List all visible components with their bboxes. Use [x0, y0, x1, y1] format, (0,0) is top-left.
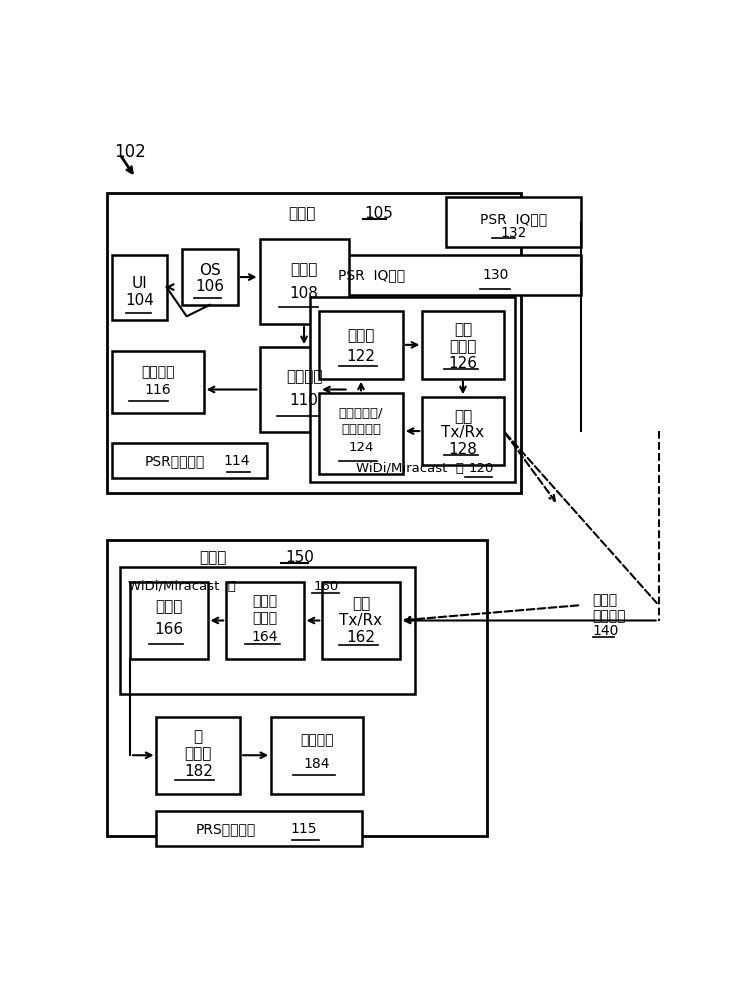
Text: 116: 116 [145, 383, 172, 397]
Text: 源设备: 源设备 [288, 206, 316, 221]
Text: 140: 140 [593, 624, 619, 638]
Text: PSR控制模块: PSR控制模块 [144, 454, 204, 468]
Text: 解码器: 解码器 [155, 599, 183, 614]
Text: 120: 120 [469, 462, 494, 475]
Text: WiDi/Miracast  栈: WiDi/Miracast 栈 [128, 580, 236, 593]
Bar [319, 393, 403, 474]
Bar [226, 582, 304, 659]
Text: 132: 132 [500, 226, 527, 240]
Bar [259, 239, 348, 324]
Text: 182: 182 [184, 764, 212, 779]
Text: 编码器: 编码器 [347, 328, 374, 343]
Text: 显示面板: 显示面板 [300, 734, 334, 748]
Text: 104: 104 [125, 293, 154, 308]
Text: 150: 150 [285, 550, 314, 565]
Text: 显示面板: 显示面板 [141, 365, 175, 379]
Text: 102: 102 [114, 143, 146, 161]
Text: 115: 115 [291, 822, 317, 836]
Text: UI: UI [132, 276, 147, 291]
Bar [422, 397, 504, 465]
Bar [112, 443, 267, 478]
Bar [130, 582, 207, 659]
Text: 128: 128 [449, 442, 477, 457]
Bar [310, 255, 581, 295]
Text: 160: 160 [314, 580, 339, 593]
Bar [157, 811, 362, 846]
Bar [107, 540, 487, 836]
Text: 126: 126 [449, 356, 478, 371]
Text: PSR  IQ策略: PSR IQ策略 [480, 212, 547, 226]
Text: 108: 108 [290, 286, 319, 301]
Text: 图形栈: 图形栈 [291, 262, 318, 277]
Text: 114: 114 [223, 454, 250, 468]
Text: WiDi/Miracast  栈: WiDi/Miracast 栈 [357, 462, 464, 475]
Text: 帧缓冲器: 帧缓冲器 [286, 369, 322, 384]
Bar [319, 311, 403, 379]
Text: 帧: 帧 [194, 729, 203, 744]
Text: 图片缓冲器: 图片缓冲器 [341, 423, 381, 436]
Bar [182, 249, 238, 305]
Bar [157, 717, 240, 794]
Bar [259, 347, 348, 432]
Text: PSR  IQ模块: PSR IQ模块 [338, 268, 406, 282]
Text: 复用器: 复用器 [253, 611, 277, 625]
Bar [446, 197, 581, 247]
Bar [422, 311, 504, 379]
Text: Tx/Rx: Tx/Rx [340, 613, 383, 628]
Text: 缓冲器: 缓冲器 [184, 746, 212, 761]
Bar [112, 351, 204, 413]
Text: 解多路: 解多路 [253, 594, 277, 608]
Text: PRS控制模块: PRS控制模块 [196, 822, 256, 836]
Text: Tx/Rx: Tx/Rx [441, 425, 484, 440]
Text: 166: 166 [155, 622, 184, 637]
Text: 164: 164 [252, 630, 278, 644]
Text: 162: 162 [346, 630, 375, 645]
Text: 无线: 无线 [454, 409, 472, 424]
Bar [322, 582, 400, 659]
Text: 122: 122 [346, 349, 375, 364]
Text: 有效载荷: 有效载荷 [593, 609, 626, 623]
Text: 压缩帧: 压缩帧 [593, 594, 618, 608]
Text: 124: 124 [348, 441, 374, 454]
Text: 复用器: 复用器 [450, 339, 476, 354]
Text: OS: OS [199, 263, 221, 278]
Bar [120, 567, 415, 694]
Text: 本地解码器/: 本地解码器/ [339, 407, 383, 420]
Text: 130: 130 [483, 268, 509, 282]
Bar [107, 193, 522, 493]
Text: 无线: 无线 [352, 596, 370, 611]
Text: 184: 184 [304, 757, 330, 771]
Text: 多路: 多路 [454, 323, 472, 338]
Bar [112, 255, 166, 320]
Text: 105: 105 [364, 206, 393, 221]
Bar [310, 297, 515, 482]
Bar [271, 717, 363, 794]
Text: 汇设备: 汇设备 [199, 550, 227, 565]
Text: 106: 106 [195, 279, 224, 294]
Text: 110: 110 [290, 393, 319, 408]
